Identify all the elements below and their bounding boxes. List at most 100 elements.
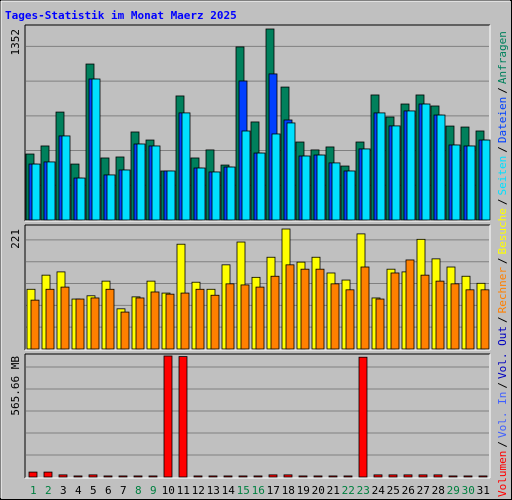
x-tick-label: 31 (477, 484, 490, 497)
bar (45, 288, 55, 350)
bar (28, 471, 38, 478)
bar (163, 355, 173, 478)
bar (211, 171, 221, 221)
legend-item: Anfragen (496, 31, 509, 84)
bar (253, 475, 263, 478)
x-tick-label: 28 (432, 484, 445, 497)
x-tick-label: 24 (372, 484, 386, 497)
bar (60, 286, 70, 350)
bar (238, 475, 248, 478)
bar (268, 474, 278, 478)
x-tick-label: 22 (342, 484, 355, 497)
bar (240, 284, 250, 350)
legend-separator: / (496, 316, 509, 323)
bar (448, 475, 458, 478)
legend: Volumen / Vol. In / Vol. Out / Rechner / Besuche… (496, 31, 509, 497)
bar (298, 475, 308, 478)
legend-item: Volumen (496, 451, 509, 497)
bar (403, 474, 413, 478)
bar (223, 475, 233, 478)
bar (180, 292, 190, 350)
bar (346, 170, 356, 221)
bar (343, 475, 353, 478)
legend-item: Besuche (496, 208, 509, 254)
x-tick-label: 27 (417, 484, 430, 497)
x-tick-label: 14 (222, 484, 236, 497)
bar (345, 289, 355, 350)
bar (105, 288, 115, 350)
bar (451, 144, 461, 221)
x-tick-label: 8 (135, 484, 142, 497)
bar (315, 268, 325, 350)
bar (61, 135, 71, 221)
bar (361, 148, 371, 221)
bar (90, 297, 100, 350)
bar (406, 110, 416, 221)
bar (226, 166, 236, 221)
x-tick-label: 18 (282, 484, 295, 497)
bar (270, 275, 280, 350)
bar (43, 471, 53, 478)
bar (193, 475, 203, 478)
bar (195, 288, 205, 350)
legend-item: Dateien (496, 97, 509, 143)
panel (25, 354, 490, 478)
bar (375, 298, 385, 350)
bar (165, 293, 175, 350)
bar (135, 297, 145, 350)
bar (373, 474, 383, 478)
bar (133, 475, 143, 478)
legend-separator: / (496, 441, 509, 448)
bar (210, 294, 220, 350)
bar (463, 475, 473, 478)
bar (358, 356, 368, 478)
bar (390, 272, 400, 350)
bar (255, 286, 265, 350)
legend-item: Rechner (496, 267, 509, 314)
y-tick-label: 565.66 MB (9, 356, 22, 416)
bar (313, 475, 323, 478)
bar (300, 268, 310, 350)
bar (256, 152, 266, 221)
x-tick-label: 13 (207, 484, 220, 497)
bar (418, 474, 428, 478)
bar (330, 283, 340, 350)
x-tick-label: 16 (252, 484, 265, 497)
bar (196, 167, 206, 221)
x-tick-label: 12 (192, 484, 205, 497)
x-tick-label: 4 (75, 484, 82, 497)
bar (118, 475, 128, 478)
bar (391, 125, 401, 221)
bar (76, 177, 86, 221)
x-tick-label: 23 (357, 484, 370, 497)
x-tick-label: 26 (402, 484, 415, 497)
bar (225, 283, 235, 350)
x-tick-label: 20 (312, 484, 325, 497)
bar (433, 474, 443, 478)
bar (301, 155, 311, 221)
bar (436, 114, 446, 221)
bar (121, 169, 131, 221)
bar (283, 474, 293, 478)
x-tick-label: 30 (462, 484, 475, 497)
bar (421, 103, 431, 221)
x-tick-label: 15 (237, 484, 250, 497)
bar (148, 475, 158, 478)
bar (208, 475, 218, 478)
bar (58, 474, 68, 478)
bar (478, 475, 488, 478)
bar (481, 139, 491, 221)
x-tick-label: 10 (162, 484, 175, 497)
legend-separator: / (496, 146, 509, 153)
bar (91, 78, 101, 221)
bar (136, 143, 146, 221)
x-tick-label: 25 (387, 484, 400, 497)
chart-title: Tages-Statistik im Monat Maerz 2025 (5, 9, 237, 22)
bar (376, 112, 386, 221)
x-tick-label: 5 (90, 484, 97, 497)
bar (73, 475, 83, 478)
bar (88, 474, 98, 478)
legend-item: Seiten (496, 156, 509, 196)
legend-item: Vol. Out (496, 326, 509, 379)
